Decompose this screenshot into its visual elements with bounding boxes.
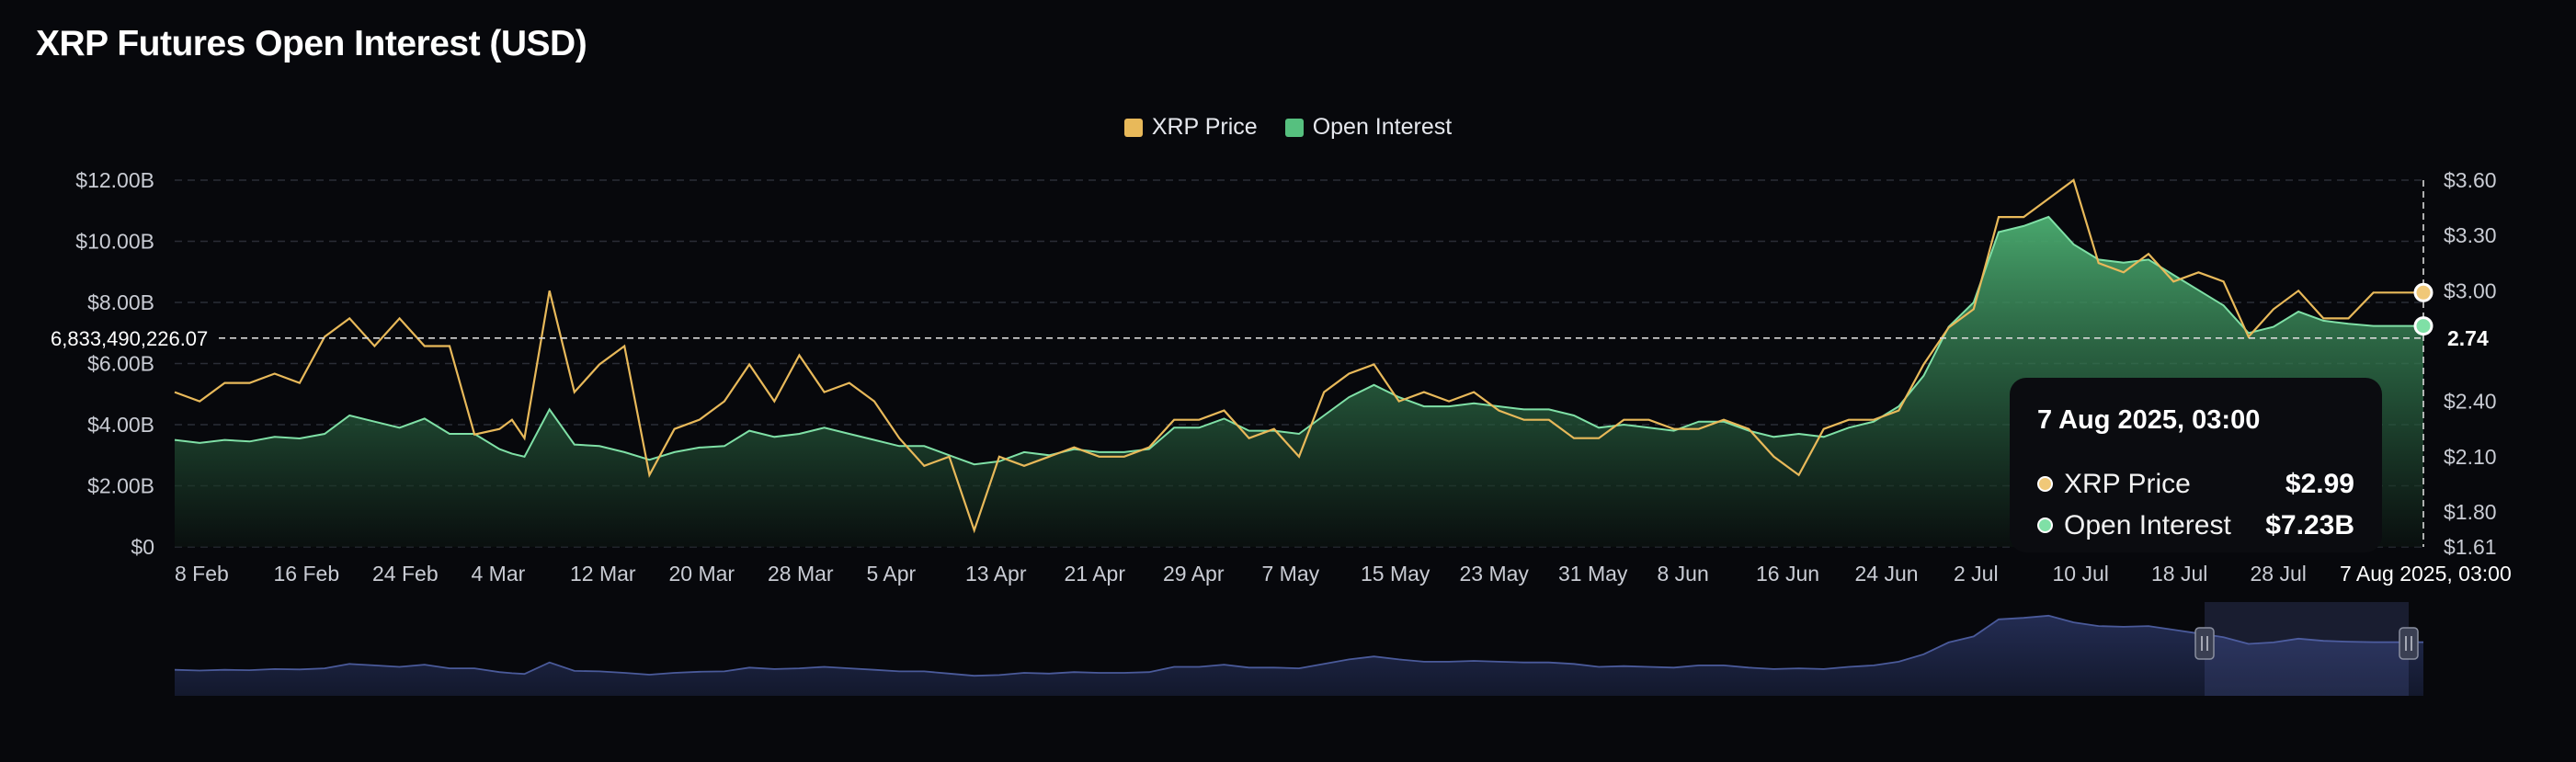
y-left-tick-label: $0 [131,535,154,559]
y-left-tick-label: $8.00B [87,290,154,314]
legend-swatch-oi [1284,118,1304,137]
tooltip-value-price: $2.99 [2285,468,2354,499]
y-left-tick-label: $10.00B [75,230,154,254]
legend-item-open-interest[interactable]: Open Interest [1284,114,1453,141]
x-tick-label: 4 Mar [472,562,526,586]
x-tick-label: 24 Jun [1855,562,1919,586]
open-interest-line[interactable] [174,215,2423,466]
navigator-left-handle[interactable] [2194,627,2215,660]
x-tick-label: 31 May [1558,562,1628,586]
navigator-area [175,615,2423,696]
y-left-tick-label: $6.00B [87,352,154,376]
navigator-right-handle[interactable] [2399,627,2419,660]
y-left-tick-label: $12.00B [75,168,154,192]
x-tick-label: 18 Jul [2151,562,2207,586]
x-tick-label: 15 May [1361,562,1430,586]
tooltip-value-oi: $7.23B [2265,509,2354,540]
y-right-tick-label: $3.00 [2444,279,2497,302]
x-tick-label: 2 Jul [1954,562,1999,586]
x-tick-label: 12 Mar [570,562,636,586]
legend-item-xrp-price[interactable]: XRP Price [1123,114,1258,141]
x-tick-label: 13 Apr [965,562,1027,586]
tooltip: 7 Aug 2025, 03:00 XRP Price $2.99 Open I… [2010,378,2382,552]
open-interest-marker [2413,316,2434,336]
x-tick-label: 5 Apr [867,562,917,586]
chart-title: XRP Futures Open Interest (USD) [36,24,587,63]
x-tick-label: 20 Mar [669,562,735,586]
x-tick-label: 23 May [1460,562,1530,586]
x-tick-label: 16 Jun [1756,562,1819,586]
y-right-tick-label: $2.10 [2444,445,2497,469]
tooltip-title: 7 Aug 2025, 03:00 [2037,405,2261,435]
x-tick-label: 24 Feb [372,562,439,586]
crosshair-right-label-bg [2433,321,2499,355]
open-interest-area [175,216,2423,547]
navigator-line [174,614,2423,677]
x-tick-label: 8 Feb [175,562,229,586]
legend-swatch-price [1123,118,1143,137]
xrp-price-line[interactable] [174,178,2423,534]
tooltip-dot-oi [2037,517,2053,533]
tooltip-row-price: XRP Price $2.99 [2037,463,2354,505]
y-right-tick-label: $3.30 [2444,223,2497,247]
navigator-selection[interactable] [2205,602,2409,696]
y-right-tick-label: $1.80 [2444,500,2497,524]
legend-label-price: XRP Price [1151,114,1258,140]
y-left-tick-label: $4.00B [87,413,154,437]
crosshair-date-label: 7 Aug 2025, 03:00 [2340,562,2512,586]
x-tick-label: 7 May [1262,562,1320,586]
tooltip-label-oi: Open Interest [2064,509,2231,540]
legend-label-oi: Open Interest [1312,114,1453,140]
x-tick-label: 21 Apr [1065,562,1126,586]
y-left-tick-label: $2.00B [87,474,154,498]
y-right-tick-label: $3.60 [2444,168,2497,192]
tooltip-row-oi: Open Interest $7.23B [2037,505,2354,546]
crosshair-date-label-bg [2333,555,2517,590]
tooltip-label-price: XRP Price [2064,468,2191,499]
x-tick-label: 8 Jun [1658,562,1709,586]
tooltip-dot-price [2037,476,2053,492]
x-tick-label: 28 Jul [2251,562,2307,586]
crosshair-left-label-bg [40,321,219,355]
y-right-tick-label: $1.61 [2444,535,2497,559]
price-marker [2413,282,2434,302]
x-tick-label: 10 Jul [2053,562,2109,586]
y-right-tick-label: $2.40 [2444,390,2497,414]
x-tick-label: 28 Mar [768,562,834,586]
x-tick-label: 16 Feb [274,562,340,586]
crosshair-left-label: 6,833,490,226.07 [51,327,208,350]
crosshair-right-label: 2.74 [2447,326,2489,350]
legend: XRP Price Open Interest [0,114,2576,141]
x-tick-label: 29 Apr [1163,562,1225,586]
